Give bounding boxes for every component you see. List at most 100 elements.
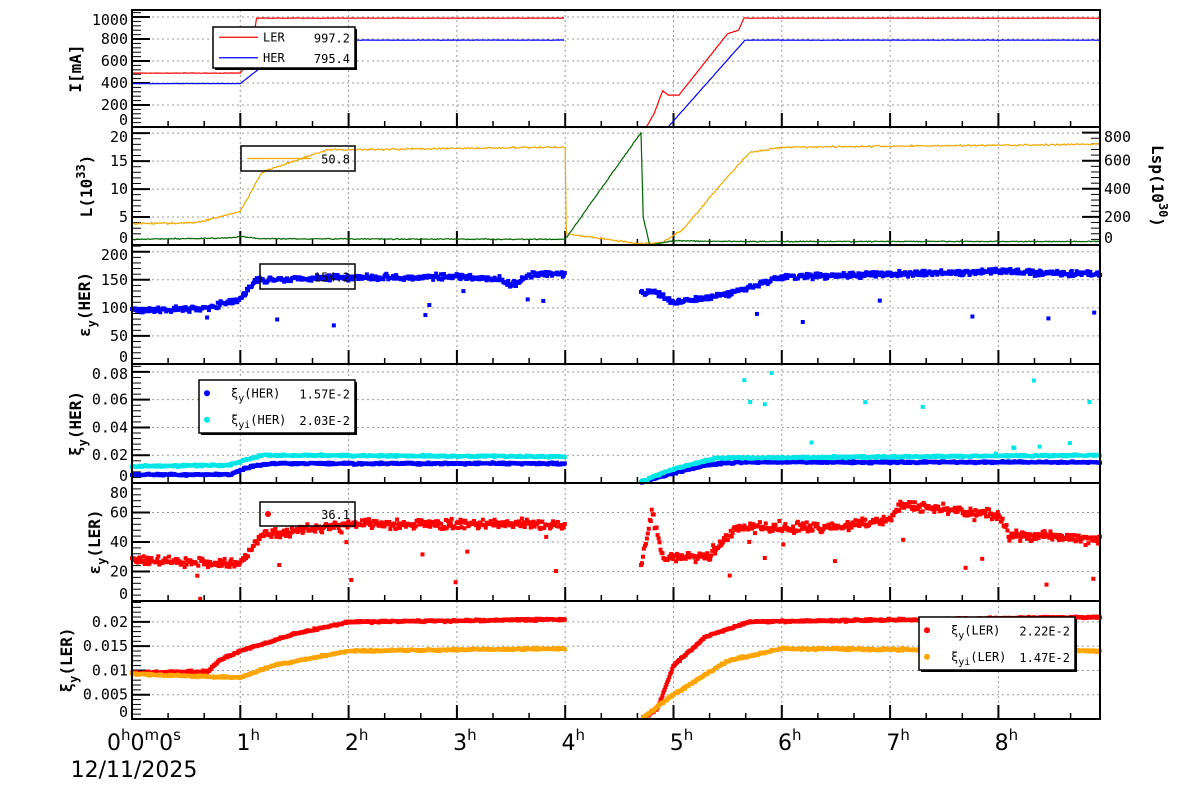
data-point <box>182 565 187 570</box>
data-point <box>552 523 556 528</box>
data-point <box>641 554 645 559</box>
data-point <box>658 547 663 552</box>
data-point <box>439 521 443 526</box>
y-tick-label: 0 <box>119 703 128 721</box>
data-point <box>657 540 662 545</box>
data-point <box>271 531 276 536</box>
legend-label-rest: (HER) <box>244 386 280 400</box>
right-y-tick-label: 200 <box>1104 208 1131 226</box>
data-point <box>660 551 665 556</box>
data-point <box>388 527 393 531</box>
data-point <box>336 525 341 530</box>
legend-label-symbol: HER <box>263 51 285 65</box>
data-point <box>810 528 815 533</box>
y-tick-label: 800 <box>101 30 128 48</box>
legend-label-symbol: ξ <box>231 386 238 400</box>
data-point <box>959 507 964 512</box>
data-point <box>345 273 350 278</box>
y-tick-label: 0.005 <box>83 686 128 704</box>
data-point <box>217 557 222 562</box>
data-point <box>492 517 497 522</box>
data-point <box>664 682 669 687</box>
data-point <box>506 278 511 283</box>
data-point <box>777 519 782 523</box>
data-point <box>135 560 140 565</box>
data-point <box>562 461 567 466</box>
data-point <box>988 511 993 516</box>
data-point <box>980 556 985 561</box>
data-point <box>1024 532 1028 536</box>
data-point <box>671 557 676 562</box>
data-point <box>472 519 477 523</box>
data-point <box>215 560 220 565</box>
data-point <box>268 532 273 537</box>
data-point <box>1057 538 1062 543</box>
data-point <box>1060 273 1065 278</box>
data-point <box>216 305 221 310</box>
data-point <box>554 569 558 573</box>
data-point <box>709 296 714 301</box>
data-point <box>216 564 221 569</box>
data-point <box>879 517 884 522</box>
data-point <box>196 563 201 568</box>
data-point <box>482 523 487 528</box>
legend: 154.2 <box>259 263 356 290</box>
data-point <box>240 295 245 300</box>
data-point <box>555 519 560 524</box>
data-point <box>640 561 644 566</box>
data-point <box>640 288 644 293</box>
data-point <box>1050 537 1055 542</box>
legend-dot-marker <box>204 390 210 397</box>
data-point <box>301 529 306 534</box>
data-point <box>360 518 364 523</box>
data-point <box>1007 538 1012 543</box>
data-point <box>649 507 654 512</box>
data-point <box>459 525 464 530</box>
y-tick-label: 100 <box>101 299 128 317</box>
legend-label-subscript: yi <box>238 420 250 431</box>
data-point <box>936 504 941 509</box>
data-point <box>970 314 975 319</box>
data-point <box>1093 535 1098 540</box>
data-point <box>374 519 379 524</box>
data-point <box>783 522 788 526</box>
data-point <box>549 524 554 529</box>
data-point <box>901 537 906 542</box>
legend-box <box>212 26 356 69</box>
data-point <box>289 526 294 531</box>
data-point <box>277 563 282 567</box>
data-point <box>331 525 336 530</box>
y-axis-title-part: (HER) <box>66 391 85 439</box>
data-point <box>947 269 951 274</box>
data-point <box>661 292 666 297</box>
data-point <box>768 278 773 283</box>
data-point <box>475 521 479 526</box>
data-point <box>667 296 672 301</box>
y-axis-title-part: ε <box>85 565 104 575</box>
data-point <box>381 277 386 282</box>
data-point <box>197 555 202 560</box>
legend-box <box>259 501 356 527</box>
data-point <box>529 275 534 279</box>
data-point <box>222 556 227 561</box>
data-point <box>661 690 666 695</box>
data-point <box>226 301 231 306</box>
data-point <box>706 554 711 559</box>
data-point <box>725 537 730 542</box>
data-point <box>418 522 423 527</box>
data-point <box>531 519 536 524</box>
data-point <box>368 277 373 282</box>
data-point <box>1089 535 1094 540</box>
data-point <box>511 525 516 530</box>
data-point <box>344 540 349 545</box>
data-point <box>1085 269 1090 274</box>
data-point <box>1066 274 1071 279</box>
legend-box <box>240 145 356 172</box>
y-axis-title-part: ) <box>77 155 96 165</box>
data-point <box>897 508 902 513</box>
data-point <box>456 273 461 278</box>
data-point <box>782 524 787 529</box>
data-point <box>155 557 160 562</box>
